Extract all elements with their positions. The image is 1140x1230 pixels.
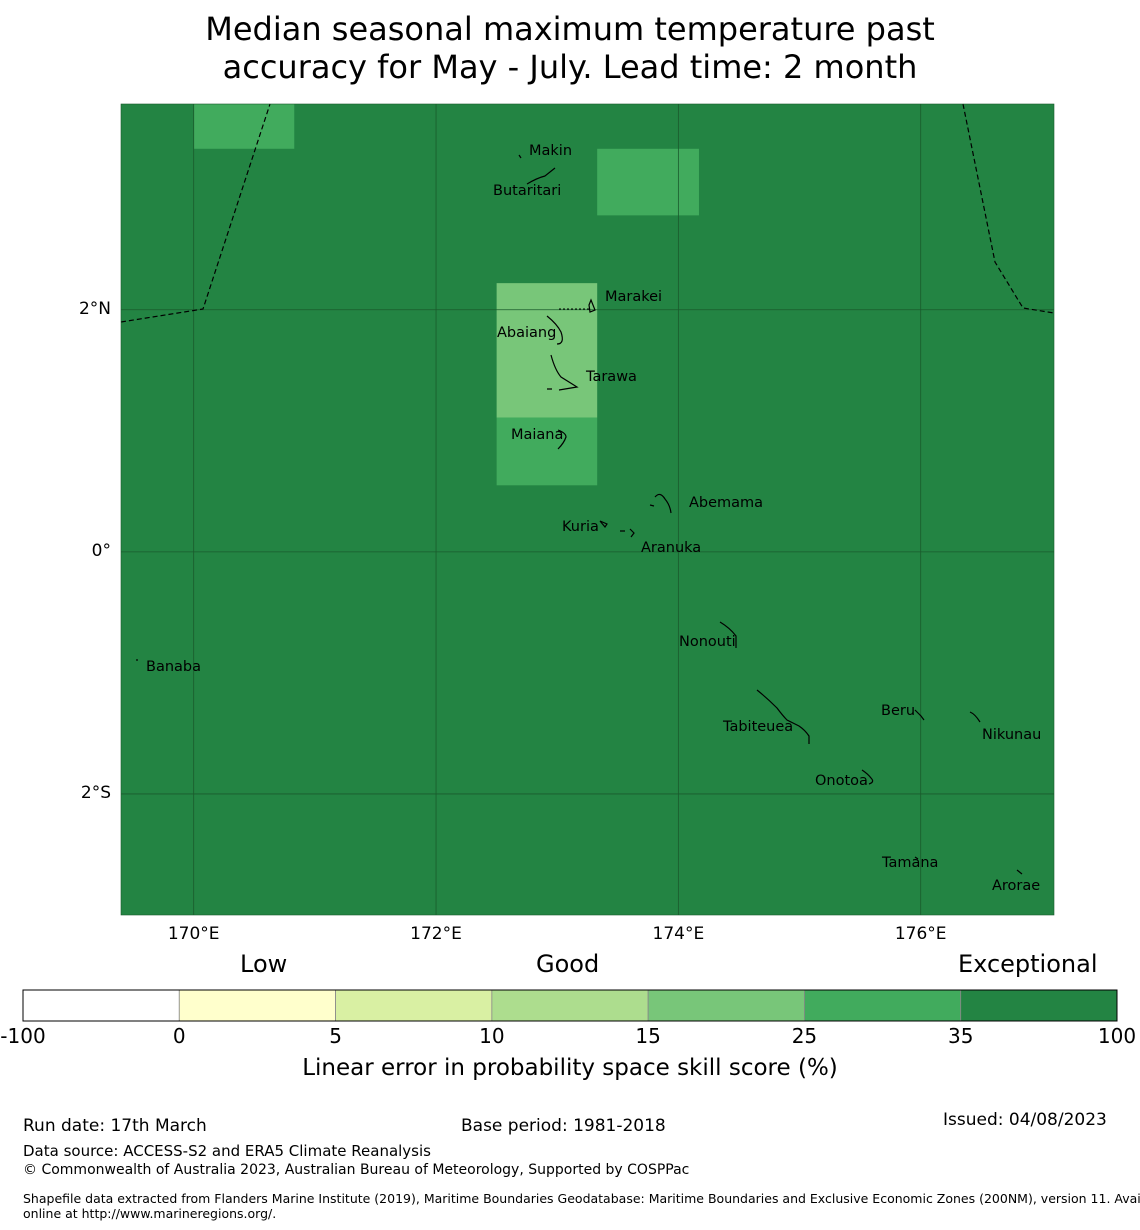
colorbar-border <box>22 989 1118 1022</box>
category-exceptional-label: Exceptional <box>958 950 1098 978</box>
island-label-beru: Beru <box>881 703 915 719</box>
atoll-nikunau <box>969 711 981 723</box>
colorbar-tick-label: 10 <box>479 1024 505 1048</box>
atoll-abemama <box>649 493 672 514</box>
island-label-marakei: Marakei <box>605 289 662 305</box>
atoll-beru <box>914 709 925 721</box>
atoll-maiana <box>557 429 567 450</box>
skill-map: Makin Butaritari Marakei Abaiang Tarawa Maian… <box>120 103 1055 916</box>
shapefile-credit-line-1: Shapefile data extracted from Flanders M… <box>23 1191 1140 1206</box>
atoll-abaiang <box>546 315 563 345</box>
colorbar-bin-15-25 <box>647 989 805 1022</box>
title-line-2: accuracy for May - July. Lead time: 2 mo… <box>222 48 918 86</box>
island-label-nikunau: Nikunau <box>982 727 1041 743</box>
colorbar-bin-25-35 <box>804 989 962 1022</box>
atoll-kuria <box>599 520 608 529</box>
lon-tick-label: 174°E <box>652 924 705 944</box>
island-label-butaritari: Butaritari <box>493 183 561 199</box>
atoll-tabiteuea <box>756 689 810 744</box>
colorbar-bin-0-5 <box>178 989 336 1022</box>
title-line-1: Median seasonal maximum temperature past <box>205 10 935 48</box>
island-label-makin: Makin <box>529 143 572 159</box>
lon-tick-label: 176°E <box>894 924 947 944</box>
colorbar-tick-label: -100 <box>0 1024 46 1048</box>
data-source: Data source: ACCESS-S2 and ERA5 Climate … <box>23 1142 431 1160</box>
skill-cell-3 <box>496 283 598 418</box>
eez-boundary-west <box>120 103 271 323</box>
island-label-abemama: Abemama <box>689 495 763 511</box>
atoll-marakei <box>588 298 596 313</box>
island-label-maiana: Maiana <box>511 427 563 443</box>
run-date: Run date: 17th March <box>23 1116 207 1136</box>
map-background <box>121 104 1054 915</box>
skill-cell-2 <box>597 148 699 216</box>
category-low-label: Low <box>240 950 288 978</box>
colorbar-tick-label: 35 <box>947 1024 974 1048</box>
chart-title: Median seasonal maximum temperature past… <box>0 10 1140 86</box>
atoll-aranuka <box>620 528 635 538</box>
lat-tick-label: 2°N <box>78 298 111 319</box>
lat-tick-label: 2°S <box>80 782 111 803</box>
base-period: Base period: 1981-2018 <box>461 1116 666 1136</box>
lon-tick-label: 170°E <box>167 924 220 944</box>
atoll-butaritari <box>526 167 556 185</box>
island-label-nonouti: Nonouti <box>679 634 736 650</box>
skill-cell-4 <box>496 417 598 486</box>
eez-boundary-east <box>962 103 1055 314</box>
island-label-abaiang: Abaiang <box>497 325 556 341</box>
colorbar-bin-5-10 <box>335 989 493 1022</box>
atoll-arorae <box>1016 869 1023 875</box>
colorbar-tick-label: 15 <box>635 1024 661 1048</box>
island-label-banaba: Banaba <box>146 659 201 675</box>
colorbar-tick-label: 5 <box>329 1024 342 1048</box>
colorbar-tick-label: 25 <box>791 1024 818 1048</box>
shapefile-credit: Shapefile data extracted from Flanders M… <box>23 1191 1140 1221</box>
colorbar <box>22 989 1118 1022</box>
island-label-onotoa: Onotoa <box>815 773 868 789</box>
copyright: © Commonwealth of Australia 2023, Austra… <box>23 1162 690 1178</box>
island-label-tabiteuea: Tabiteuea <box>722 719 793 735</box>
lon-tick-label: 172°E <box>410 924 462 944</box>
atoll-onotoa <box>861 769 874 785</box>
category-good-label: Good <box>536 950 600 978</box>
island-label-kuria: Kuria <box>562 519 599 535</box>
shapefile-credit-line-2: online at http://www.marineregions.org/. <box>23 1206 277 1221</box>
island-label-aranuka: Aranuka <box>641 540 701 556</box>
atoll-tamana <box>914 856 919 860</box>
atoll-makin <box>518 154 522 159</box>
atoll-nonouti <box>719 621 737 648</box>
map-frame <box>120 103 1055 916</box>
colorbar-tick-label: 0 <box>172 1024 186 1048</box>
colorbar-label: Linear error in probability space skill … <box>302 1055 838 1081</box>
colorbar-bin--100-0 <box>22 989 180 1022</box>
island-label-tarawa: Tarawa <box>585 369 637 385</box>
issued-date: Issued: 04/08/2023 <box>943 1110 1107 1130</box>
island-label-arorae: Arorae <box>992 878 1040 894</box>
lat-tick-label: 0° <box>91 540 111 561</box>
atoll-tarawa <box>547 354 579 391</box>
colorbar-bin-10-15 <box>491 989 649 1022</box>
colorbar-tick-label: 100 <box>1097 1024 1137 1048</box>
skill-cell-1 <box>193 104 295 149</box>
island-label-tamana: Tamana <box>881 855 938 871</box>
colorbar-bin-35-100 <box>960 989 1118 1022</box>
